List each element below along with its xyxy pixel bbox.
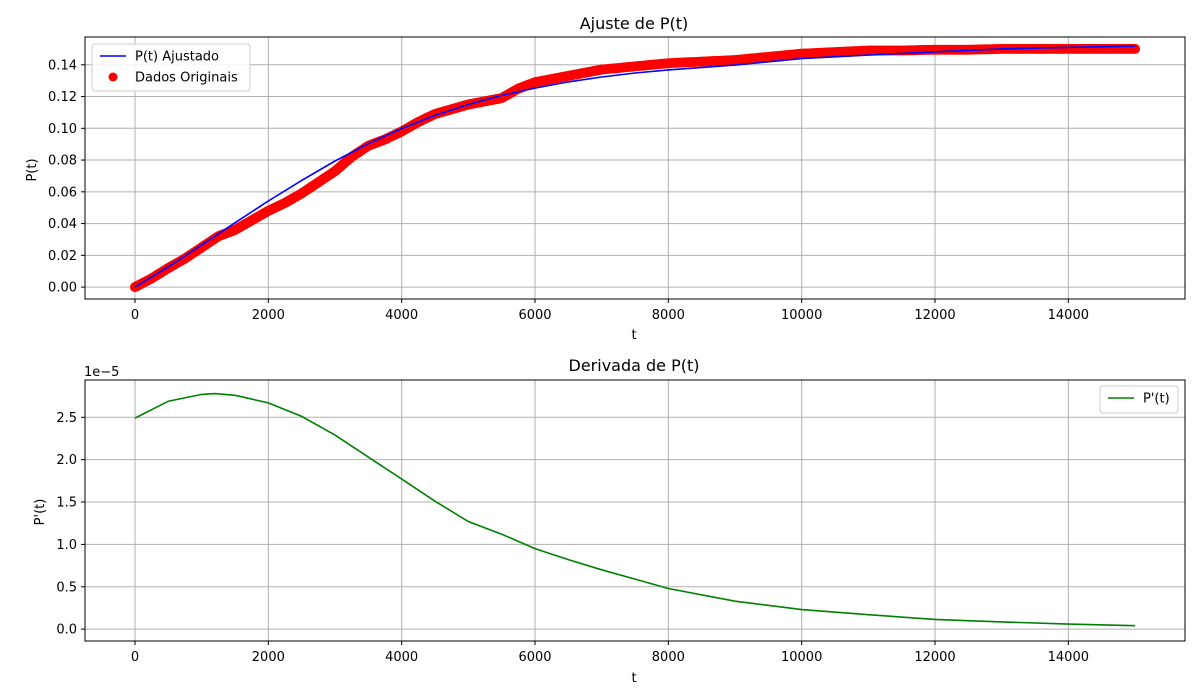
legend: P'(t) [1099,385,1179,414]
grid: 0 2000 4000 6000 8000 10000 12000 14000 0.00 0.02… [48,37,1185,323]
x-tick-label: 0 [131,650,139,665]
x-tick-label: 8000 [652,308,685,323]
x-tick-label: 6000 [518,650,551,665]
y-tick-label: 0.14 [48,58,77,73]
y-tick-label: 1.0 [56,538,77,553]
y-tick-label: 0.06 [48,185,77,200]
plot-area [134,392,1136,627]
axes-frame [84,379,1186,642]
x-tick-label: 12000 [914,308,955,323]
axes-frame [84,36,1186,300]
x-tick-label: 10000 [781,308,822,323]
legend-label: Dados Originais [135,71,238,86]
grid: 0 2000 4000 6000 8000 10000 12000 14000 0.0 0.5 1.… [56,380,1185,665]
series-line [134,45,1136,288]
y-tick-label: 0.10 [48,122,77,137]
x-tick-label: 8000 [652,650,685,665]
x-tick-label: 4000 [385,650,418,665]
legend: P(t) Ajustado Dados Originais [91,43,251,92]
series-line [134,392,1136,627]
x-axis-label: t [631,328,636,343]
x-tick-label: 10000 [781,650,822,665]
y-scale-offset-label: 1e−5 [84,365,119,380]
x-tick-label: 6000 [518,308,551,323]
chart-title: Derivada de P(t) [569,356,700,375]
y-tick-label: 2.0 [56,453,77,468]
y-tick-label: 0.5 [56,580,77,595]
plot-area [130,43,1140,293]
y-tick-label: 0.0 [56,623,77,638]
x-tick-label: 12000 [914,650,955,665]
chart-panel-derivative: Derivada de P(t) t P'(t) 1e−5 0 2000 4000 6… [33,356,1186,686]
x-tick-label: 2000 [252,650,285,665]
x-tick-label: 14000 [1048,650,1089,665]
y-tick-label: 2.5 [56,411,77,426]
x-axis-label: t [631,671,636,686]
x-tick-label: 4000 [385,308,418,323]
legend-box [91,43,251,92]
chart-panel-fit: Ajuste de P(t) t P(t) 0 2000 4000 6000 8000 1… [25,14,1186,343]
x-tick-label: 14000 [1048,308,1089,323]
y-tick-label: 0.02 [48,249,77,264]
legend-marker-swatch [108,72,118,82]
x-tick-label: 0 [131,308,139,323]
y-tick-label: 0.04 [48,217,77,232]
y-tick-label: 0.00 [48,281,77,296]
legend-label: P(t) Ajustado [135,50,219,65]
y-axis-label: P(t) [25,158,40,181]
y-tick-label: 0.08 [48,154,77,169]
y-axis-label: P'(t) [33,499,48,526]
chart-title: Ajuste de P(t) [580,14,689,33]
y-tick-label: 1.5 [56,496,77,511]
x-tick-label: 2000 [252,308,285,323]
y-tick-label: 0.12 [48,90,77,105]
legend-box [1099,385,1179,414]
legend-label: P'(t) [1143,392,1170,407]
